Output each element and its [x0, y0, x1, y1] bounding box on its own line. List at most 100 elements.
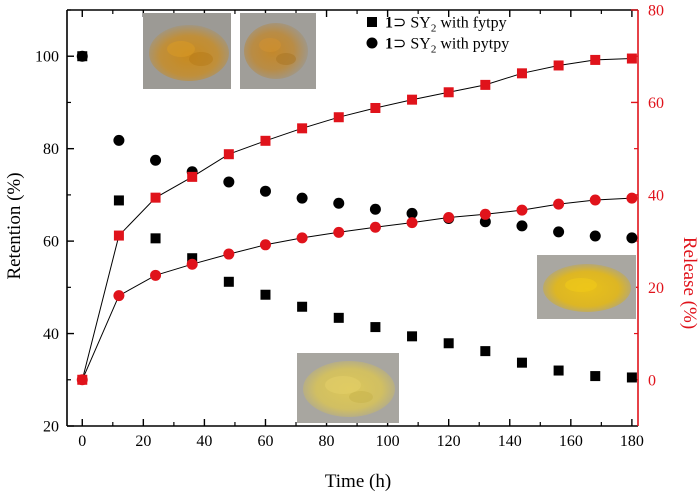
data-point-square [297, 123, 308, 134]
data-point-square [187, 171, 198, 182]
data-point-square [370, 322, 381, 333]
data-point-circle [369, 203, 381, 215]
data-point-circle [626, 192, 638, 204]
data-point-circle [626, 232, 638, 244]
x-tick-label: 40 [196, 433, 212, 450]
x-tick-label: 160 [559, 433, 583, 450]
y-axis-left-label: Retention (%) [4, 172, 25, 279]
series-line [81, 58, 632, 380]
data-point-square [590, 54, 601, 65]
x-tick-label: 180 [620, 433, 644, 450]
tick-labels: 0 20 40 60 80 100 120 140 160 1802040608010002040… [35, 3, 664, 451]
y-right-tick-label: 80 [648, 3, 664, 20]
data-point-circle [333, 197, 345, 209]
data-point-square [626, 53, 637, 64]
data-point-square [516, 68, 527, 79]
legend-label: 1⊃ SY2 with fytpy [385, 15, 507, 35]
data-point-circle [223, 248, 235, 260]
data-point-circle [553, 226, 565, 238]
data-point-square [333, 112, 344, 123]
series-line [81, 197, 632, 380]
data-point-square [407, 331, 418, 342]
data-point-circle [333, 226, 345, 238]
legend-suffix: with pytpy [436, 36, 509, 53]
data-point-square [443, 338, 454, 349]
data-point-circle [516, 204, 528, 216]
legend-compound-number: 1 [385, 15, 393, 32]
y-right-tick-label: 40 [648, 187, 664, 204]
legend-subscript: 2 [431, 44, 437, 56]
y-left-tick-label: 40 [43, 326, 59, 343]
data-point-square [626, 372, 637, 383]
data-point-circle [113, 134, 125, 146]
x-tick-label: 100 [376, 433, 400, 450]
legend-host-guest: ⊃ SY [393, 15, 431, 32]
data-point-square [260, 289, 271, 300]
y-left-tick-label: 20 [43, 419, 59, 436]
legend-label: 1⊃ SY2 with pytpy [385, 36, 509, 56]
x-axis-label: Time (h) [325, 471, 391, 492]
data-point-square [407, 94, 418, 105]
data-point-square [553, 365, 564, 376]
y-left-tick-label: 100 [35, 49, 59, 66]
data-point-circle [150, 154, 162, 166]
y-left-tick-label: 80 [43, 141, 59, 158]
data-point-circle [296, 192, 308, 204]
data-point-square [333, 312, 344, 323]
x-tick-label: 140 [498, 433, 522, 450]
data-point-circle [589, 194, 601, 206]
legend-host-guest: ⊃ SY [393, 36, 431, 53]
legend-suffix: with fytpy [436, 15, 506, 32]
data-point-square [480, 346, 491, 357]
photo-pale-yellow-powder [297, 353, 399, 423]
photo-orange-powder-2 [240, 13, 316, 89]
legend-compound-number: 1 [385, 36, 393, 53]
legend-marker-square [367, 17, 377, 27]
data-point-square [223, 276, 234, 287]
data-point-square [150, 233, 161, 244]
data-point-square [113, 230, 124, 241]
data-point-circle [516, 220, 528, 232]
x-tick-label: 80 [319, 433, 335, 450]
data-point-circle [406, 217, 418, 229]
data-point-circle [406, 207, 418, 219]
data-point-circle [553, 198, 565, 210]
series-4 [76, 192, 638, 386]
data-point-circle [113, 290, 125, 302]
data-point-circle [150, 269, 162, 281]
data-point-circle [589, 230, 601, 242]
data-point-circle [296, 232, 308, 244]
series-layer [76, 50, 638, 386]
series-3 [77, 53, 637, 385]
legend-marker-circle [366, 37, 378, 49]
legend-subscript: 2 [431, 23, 437, 35]
data-point-square [223, 149, 234, 160]
data-point-square [150, 192, 161, 203]
y-left-tick-label: 60 [43, 234, 59, 251]
photo-yellow-powder [537, 255, 636, 319]
y-right-tick-label: 20 [648, 280, 664, 297]
data-point-square [187, 253, 198, 264]
data-point-square [370, 102, 381, 113]
data-point-square [113, 195, 124, 206]
data-point-square [260, 135, 271, 146]
x-tick-label: 0 [78, 433, 86, 450]
data-point-square [553, 60, 564, 71]
y-right-tick-label: 0 [648, 372, 656, 389]
data-point-circle [76, 50, 88, 62]
data-point-square [516, 357, 527, 368]
data-point-circle [186, 258, 198, 270]
data-point-square [480, 79, 491, 90]
x-tick-label: 120 [437, 433, 461, 450]
x-tick-label: 20 [135, 433, 151, 450]
data-point-square [590, 371, 601, 382]
data-point-circle [443, 212, 455, 224]
series-1 [77, 51, 637, 383]
data-point-circle [259, 185, 271, 197]
data-point-circle [76, 374, 88, 386]
data-point-square [297, 301, 308, 312]
data-point-circle [369, 221, 381, 233]
data-point-square [443, 87, 454, 98]
